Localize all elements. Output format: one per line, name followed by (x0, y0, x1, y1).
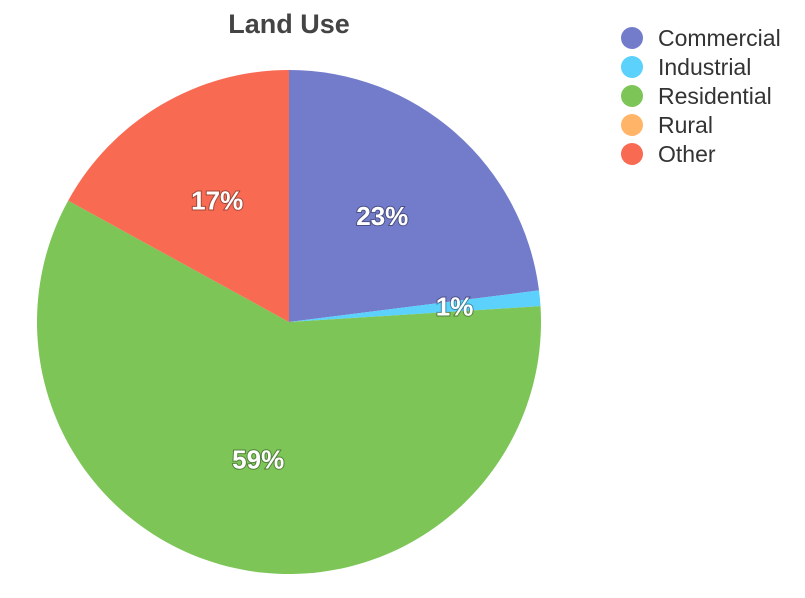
legend-label-other: Other (658, 141, 716, 167)
legend-swatch-commercial (621, 27, 643, 49)
legend: Commercial Industrial Residential Rural Othe… (621, 25, 781, 167)
pie-slice-industrial (289, 290, 541, 322)
slice-label-residential: 59% (232, 445, 284, 475)
legend-swatch-residential (621, 85, 643, 107)
legend-label-residential: Residential (658, 83, 772, 109)
legend-label-commercial: Commercial (658, 25, 781, 51)
chart-title: Land Use (228, 9, 350, 39)
slice-label-other: 17% (191, 186, 243, 216)
legend-swatch-rural (621, 114, 643, 136)
legend-label-rural: Rural (658, 112, 713, 138)
pie-slice-other (68, 70, 289, 322)
slice-label-commercial: 23% (356, 201, 408, 231)
legend-swatch-industrial (621, 56, 643, 78)
legend-swatch-other (621, 143, 643, 165)
pie-slice-residential (36, 200, 541, 575)
legend-label-industrial: Industrial (658, 54, 751, 80)
pie-slice-labels: 23% 1% 59% 17% (190, 185, 474, 476)
pie-slice-commercial (289, 70, 540, 322)
slice-label-industrial: 1% (436, 291, 474, 321)
pie-slices (36, 70, 541, 575)
